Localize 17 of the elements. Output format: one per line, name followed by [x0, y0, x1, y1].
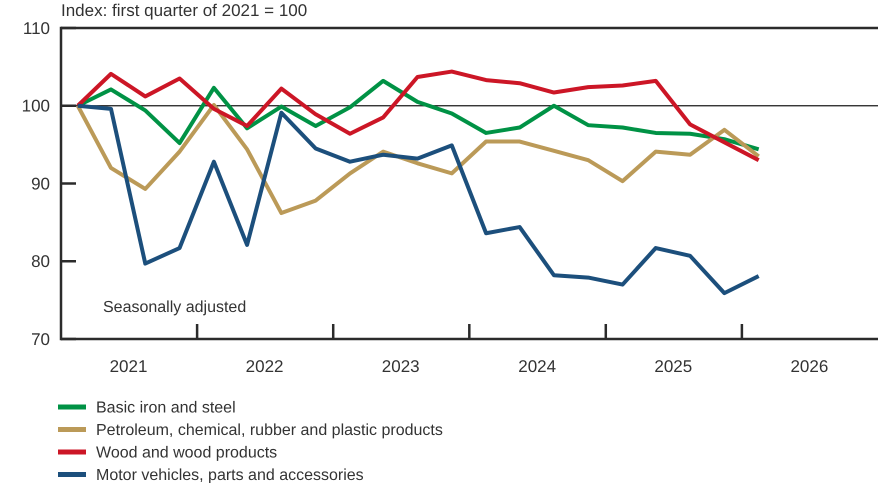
- x-tick-label: 2025: [654, 357, 692, 376]
- annotation: Seasonally adjusted: [103, 299, 246, 316]
- x-tick-label: 2021: [110, 357, 148, 376]
- y-tick-label: 100: [22, 96, 50, 116]
- y-tick-label: 70: [31, 330, 50, 349]
- y-tick-label: 90: [31, 174, 50, 194]
- y-axis-title: Index: first quarter of 2021 = 100: [61, 1, 308, 20]
- legend-label: Motor vehicles, parts and accessories: [96, 467, 364, 483]
- legend-label: Wood and wood products: [96, 444, 278, 462]
- x-tick-label: 2026: [790, 357, 828, 376]
- legend-label: Petroleum, chemical, rubber and plastic products: [96, 422, 443, 440]
- x-tick-label: 2022: [246, 357, 284, 376]
- legend-label: Basic iron and steel: [96, 400, 236, 417]
- y-tick-label: 80: [31, 252, 50, 272]
- y-tick-label: 110: [22, 18, 50, 38]
- x-tick-label: 2024: [518, 357, 556, 376]
- x-tick-label: 2023: [382, 357, 420, 376]
